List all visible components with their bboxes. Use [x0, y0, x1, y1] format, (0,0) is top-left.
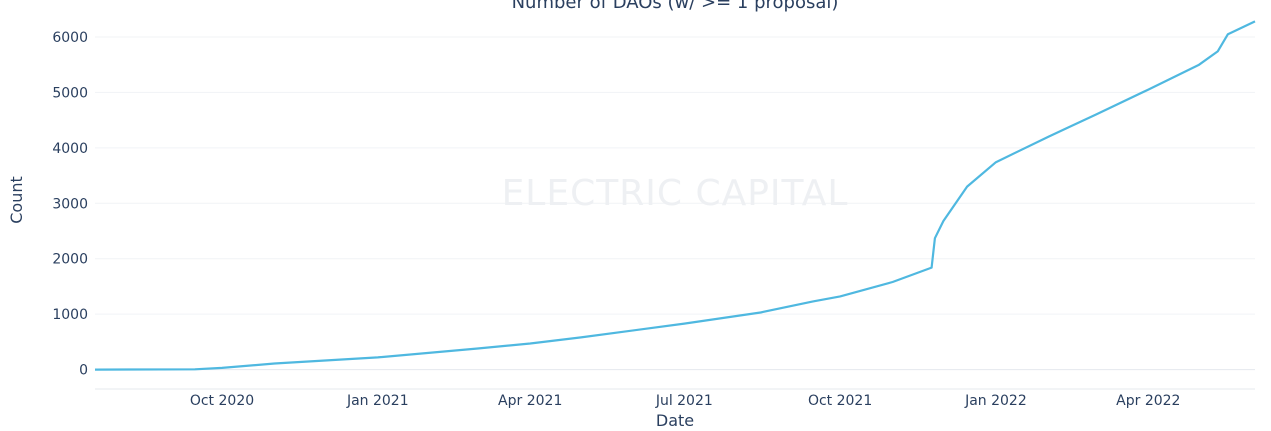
x-axis: Oct 2020 Jan 2021 Apr 2021 Jul 2021 Oct 2021… [190, 393, 1181, 409]
x-tick-label: Apr 2021 [498, 393, 562, 409]
y-tick-label: 3000 [52, 196, 88, 212]
y-axis: 0 1000 2000 3000 4000 5000 6000 [52, 30, 88, 379]
y-tick-label: 5000 [52, 85, 88, 101]
y-tick-label: 4000 [52, 141, 88, 157]
x-tick-label: Jan 2021 [346, 393, 409, 409]
y-axis-title: Count [7, 176, 26, 224]
x-axis-title: Date [656, 411, 694, 430]
y-tick-label: 2000 [52, 252, 88, 268]
x-tick-label: Oct 2021 [808, 393, 872, 409]
y-tick-label: 1000 [52, 307, 88, 323]
watermark: ELECTRIC CAPITAL [502, 173, 849, 214]
y-tick-label: 6000 [52, 30, 88, 46]
x-tick-label: Jan 2022 [964, 393, 1027, 409]
x-tick-label: Oct 2020 [190, 393, 254, 409]
gridlines [95, 36, 1255, 390]
chart-title: Number of DAOs (w/ >= 1 proposal) [512, 0, 839, 13]
y-tick-label: 0 [79, 363, 88, 379]
x-tick-label: Jul 2021 [655, 393, 713, 409]
x-tick-label: Apr 2022 [1116, 393, 1180, 409]
series-line-count [94, 20, 1256, 371]
